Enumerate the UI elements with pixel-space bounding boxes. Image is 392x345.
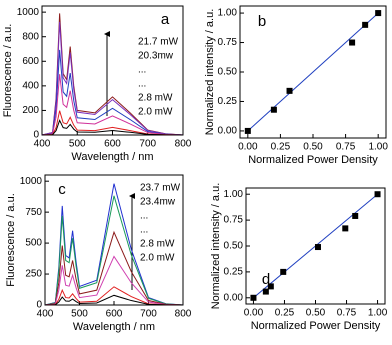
x-axis-title: Normalized Power Density: [251, 320, 381, 332]
panel-label: c: [58, 181, 66, 198]
y-tick-label: 250: [25, 269, 42, 280]
spectrum-line: [41, 110, 184, 136]
data-point: [349, 39, 356, 46]
legend-label: 2.0 mW: [138, 107, 173, 118]
x-tick-label: 0.00: [244, 308, 264, 319]
legend-label: ...: [140, 225, 148, 236]
y-tick-label: 750: [25, 207, 42, 218]
panel-label: b: [258, 13, 266, 30]
y-tick-label: 0.25: [224, 267, 244, 278]
spectrum-line: [44, 255, 184, 306]
legend-label: 23.7 mW: [140, 183, 181, 194]
y-tick-label: 500: [25, 238, 42, 249]
y-tick-label: 0.75: [224, 215, 244, 226]
spectrum-line: [41, 119, 184, 136]
spectrum-line: [44, 294, 184, 306]
spectrum-line: [44, 286, 184, 306]
x-tick-label: 0.75: [337, 308, 357, 319]
data-point: [262, 288, 269, 295]
data-point: [362, 21, 369, 28]
data-point: [270, 106, 277, 113]
data-point: [244, 127, 251, 134]
y-tick-label: 0.25: [218, 96, 238, 107]
data-point: [374, 191, 381, 198]
y-tick-label: 0.00: [224, 292, 244, 303]
panel-label: d: [262, 271, 270, 288]
y-axis-title: Fluorescence / a.u.: [5, 193, 17, 287]
x-tick-label: 400: [37, 309, 54, 320]
y-tick-label: 1000: [17, 7, 40, 18]
legend-label: ...: [138, 65, 146, 76]
x-tick-label: 0.25: [271, 142, 291, 153]
data-point: [286, 87, 293, 94]
data-point: [352, 212, 359, 219]
y-tick-label: 1.00: [224, 189, 244, 200]
y-tick-label: 0.50: [218, 67, 238, 78]
y-axis-title: Normalized intensity / a.u.: [204, 9, 216, 136]
data-point: [250, 294, 257, 301]
spectrum-line: [41, 74, 184, 136]
x-tick-label: 500: [71, 309, 88, 320]
x-tick-label: 1.00: [368, 142, 388, 153]
x-tick-label: 0.75: [336, 142, 356, 153]
y-tick-label: 600: [22, 56, 39, 67]
data-point: [267, 283, 274, 290]
x-axis-title: Wavelength / nm: [71, 151, 153, 163]
x-axis-title: Normalized Power Density: [248, 154, 378, 166]
x-tick-label: 600: [104, 139, 121, 150]
data-point: [375, 10, 382, 17]
y-tick-label: 0.75: [218, 37, 238, 48]
spectrum-line: [44, 230, 184, 306]
x-tick-label: 0.50: [306, 308, 326, 319]
spectrum-line: [41, 49, 184, 136]
y-tick-label: 0.50: [224, 241, 244, 252]
spectrum-line: [44, 195, 184, 306]
x-tick-label: 400: [34, 139, 51, 150]
legend-label: 21.7 mW: [138, 37, 179, 48]
legend-label: 23.4mw: [140, 197, 176, 208]
legend-label: ...: [138, 79, 146, 90]
legend-label: ...: [140, 211, 148, 222]
y-tick-label: 0: [33, 130, 39, 141]
y-axis-title: Fluorescence / a.u.: [2, 24, 14, 118]
y-tick-label: 0: [36, 300, 42, 311]
panel-label: a: [161, 11, 170, 28]
legend-label: 2.8 mW: [140, 239, 175, 250]
x-tick-label: 600: [106, 309, 123, 320]
x-tick-label: 700: [140, 309, 157, 320]
legend-label: 2.8 mW: [138, 93, 173, 104]
data-point: [314, 244, 321, 251]
x-tick-label: 800: [175, 309, 192, 320]
y-tick-label: 1.00: [218, 8, 238, 19]
y-tick-label: 200: [22, 105, 39, 116]
x-tick-label: 700: [139, 139, 156, 150]
y-tick-label: 1000: [20, 176, 43, 187]
data-point: [280, 268, 287, 275]
data-point: [342, 225, 349, 232]
x-tick-label: 1.00: [368, 308, 388, 319]
y-tick-label: 0.00: [218, 126, 238, 137]
y-tick-label: 800: [22, 31, 39, 42]
legend-label: 2.0 mW: [140, 253, 175, 264]
x-tick-label: 0.50: [303, 142, 323, 153]
spectrum-line: [41, 21, 184, 136]
x-tick-label: 0.25: [275, 308, 295, 319]
x-axis-title: Wavelength / nm: [73, 321, 155, 333]
x-tick-label: 0.00: [238, 142, 258, 153]
x-tick-label: 500: [69, 139, 86, 150]
y-axis-title: Normalized intensity / a.u.: [210, 183, 222, 310]
x-tick-label: 800: [175, 139, 192, 150]
fit-line: [247, 12, 379, 132]
y-tick-label: 400: [22, 80, 39, 91]
legend-label: 20.3mw: [138, 51, 174, 62]
